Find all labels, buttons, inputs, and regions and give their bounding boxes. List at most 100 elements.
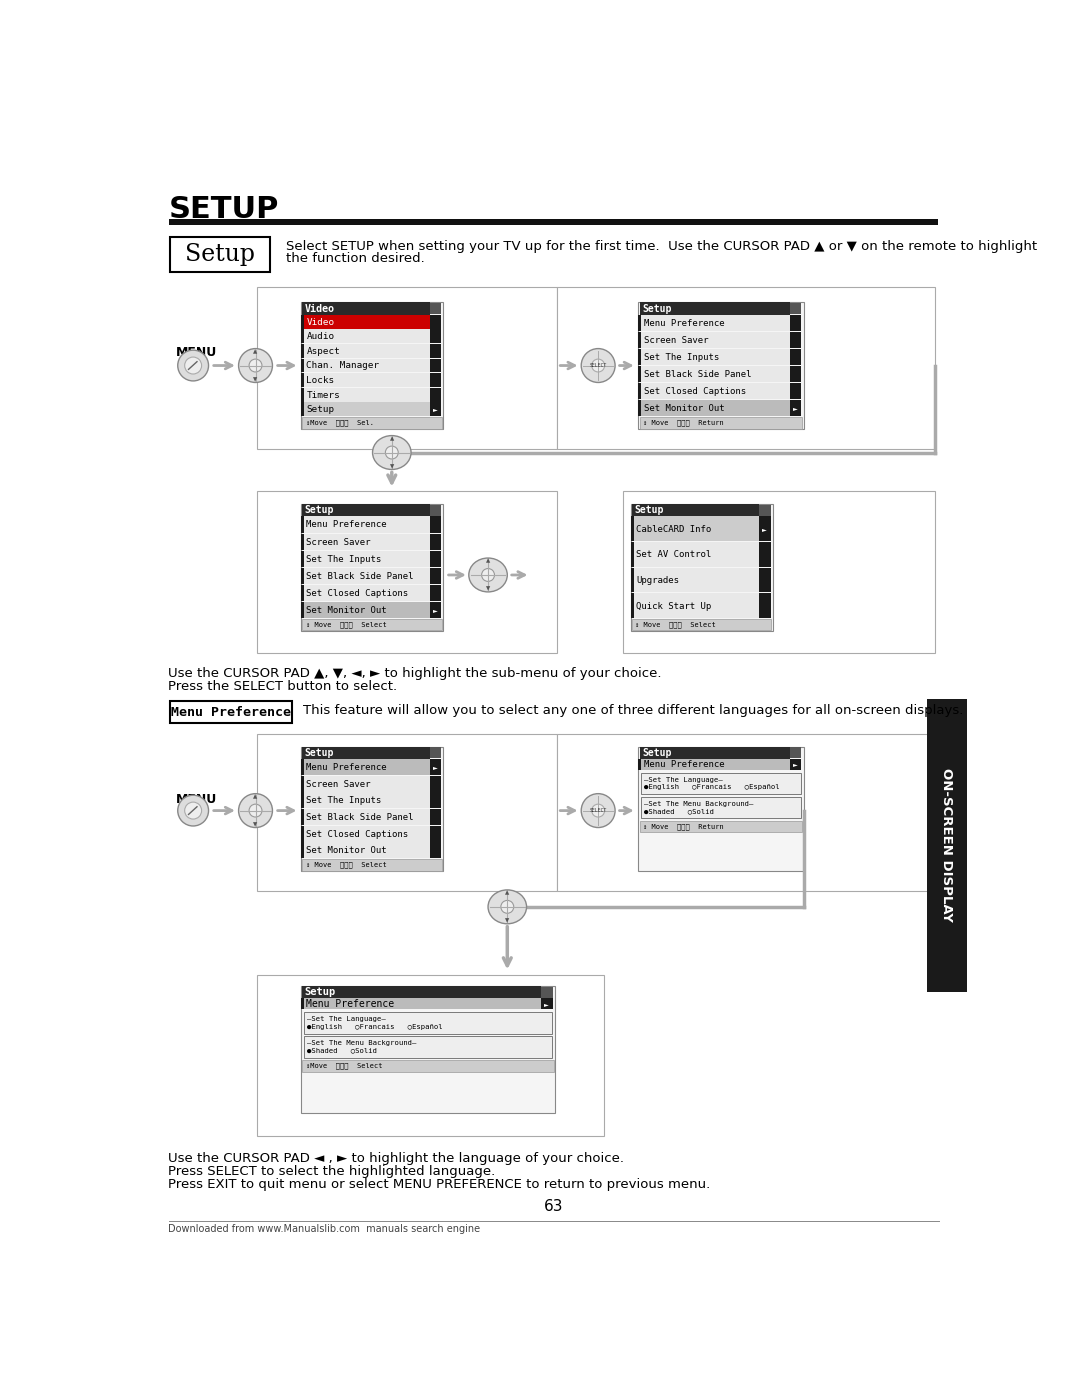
Circle shape — [249, 805, 262, 817]
Bar — [430, 759, 441, 775]
Bar — [634, 542, 759, 567]
Text: ▲: ▲ — [390, 436, 394, 441]
Text: ↕Move  Ⓢⓔⓛ  Sel.: ↕Move Ⓢⓔⓛ Sel. — [306, 419, 374, 426]
Text: Set Black Side Panel: Set Black Side Panel — [307, 571, 414, 581]
Text: Menu Preference: Menu Preference — [644, 319, 725, 328]
Bar — [305, 402, 430, 416]
Bar — [638, 746, 804, 872]
Bar — [257, 286, 557, 448]
Bar — [305, 826, 430, 841]
Bar — [301, 517, 303, 532]
Bar — [631, 517, 634, 541]
Text: ↕ Move  Ⓢⓔⓛ  Return: ↕ Move Ⓢⓔⓛ Return — [643, 823, 724, 830]
Text: ▲: ▲ — [254, 795, 258, 799]
Bar — [557, 733, 934, 891]
Text: Menu Preference: Menu Preference — [307, 763, 387, 771]
Circle shape — [501, 901, 514, 914]
Bar — [305, 550, 430, 567]
Bar — [301, 792, 303, 809]
Bar — [301, 759, 303, 775]
Bar — [639, 302, 789, 314]
Bar — [305, 842, 430, 858]
Bar — [305, 809, 430, 826]
Text: —Set The Language—: —Set The Language— — [645, 777, 724, 782]
Bar — [301, 330, 303, 344]
Text: Timers: Timers — [307, 391, 340, 400]
Bar — [759, 567, 771, 592]
Text: ▲: ▲ — [505, 890, 510, 895]
Text: Chan. Manager: Chan. Manager — [307, 362, 379, 370]
Text: SELECT: SELECT — [590, 363, 607, 367]
Text: Use the CURSOR PAD ▲, ▼, ◄, ► to highlight the sub-menu of your choice.: Use the CURSOR PAD ▲, ▼, ◄, ► to highlig… — [168, 666, 662, 679]
Bar — [623, 490, 934, 652]
Bar — [642, 314, 789, 331]
Text: ↕ Move  Ⓢⓔⓛ  Select: ↕ Move Ⓢⓔⓛ Select — [306, 622, 387, 627]
Text: Set Black Side Panel: Set Black Side Panel — [644, 370, 751, 379]
Bar — [430, 388, 441, 402]
Bar — [305, 602, 430, 617]
Text: ►: ► — [433, 608, 437, 613]
Text: Select SETUP when setting your TV up for the first time.  Use the CURSOR PAD ▲ o: Select SETUP when setting your TV up for… — [285, 240, 1037, 253]
Bar — [632, 619, 771, 630]
Bar — [430, 373, 441, 387]
Text: —Set The Menu Background—: —Set The Menu Background— — [307, 1039, 417, 1046]
Text: ►: ► — [544, 1002, 549, 1007]
Circle shape — [249, 359, 262, 372]
Text: Press EXIT to quit menu or select MENU PREFERENCE to return to previous menu.: Press EXIT to quit menu or select MENU P… — [168, 1178, 711, 1190]
Text: ↕ Move  Ⓢⓔⓛ  Select: ↕ Move Ⓢⓔⓛ Select — [306, 862, 387, 868]
Bar — [302, 418, 442, 429]
Bar — [430, 792, 441, 809]
Bar — [430, 747, 441, 759]
Bar — [632, 504, 759, 517]
Text: ▲: ▲ — [254, 349, 258, 353]
Text: Menu Preference: Menu Preference — [644, 760, 725, 770]
Bar — [430, 517, 441, 532]
Text: Audio: Audio — [307, 332, 335, 341]
Bar — [305, 1037, 552, 1058]
Text: —Set The Language—: —Set The Language— — [307, 1016, 386, 1023]
Bar — [430, 402, 441, 416]
Text: ▼: ▼ — [254, 821, 258, 827]
Bar — [430, 567, 441, 584]
Text: ►: ► — [793, 407, 798, 411]
Bar — [301, 826, 303, 841]
Bar — [430, 602, 441, 617]
Bar — [638, 383, 642, 400]
Text: SETUP: SETUP — [168, 194, 279, 224]
Text: Set Black Side Panel: Set Black Side Panel — [307, 813, 414, 821]
Ellipse shape — [373, 436, 411, 469]
Text: Set Monitor Out: Set Monitor Out — [307, 847, 387, 855]
Bar — [305, 585, 430, 601]
Bar — [430, 826, 441, 841]
Text: This feature will allow you to select any one of three different languages for a: This feature will allow you to select an… — [303, 704, 963, 717]
Bar — [638, 302, 804, 429]
Text: CableCARD Info: CableCARD Info — [636, 525, 711, 534]
Text: Aspect: Aspect — [307, 346, 340, 356]
Bar — [168, 219, 939, 225]
Text: Screen Saver: Screen Saver — [307, 780, 370, 788]
Bar — [301, 602, 303, 617]
Circle shape — [386, 446, 399, 460]
Text: Video: Video — [307, 317, 335, 327]
Bar — [301, 388, 303, 402]
Text: Setup: Setup — [185, 243, 255, 267]
Text: Screen Saver: Screen Saver — [307, 538, 370, 546]
Text: Downloaded from www.Manualslib.com  manuals search engine: Downloaded from www.Manualslib.com manua… — [168, 1224, 481, 1234]
Text: ►: ► — [793, 763, 798, 767]
Bar — [789, 331, 801, 348]
Bar — [634, 594, 759, 617]
Text: ▼: ▼ — [254, 377, 258, 381]
Bar — [305, 759, 430, 775]
Bar — [301, 567, 303, 584]
Text: ●English   ○Francais   ○Español: ●English ○Francais ○Español — [645, 784, 780, 791]
Bar — [305, 792, 430, 809]
Text: Set The Inputs: Set The Inputs — [644, 353, 719, 362]
Bar — [305, 567, 430, 584]
Bar — [301, 302, 444, 429]
Text: 63: 63 — [543, 1200, 564, 1214]
Text: ↕ Move  Ⓢⓔⓛ  Select: ↕ Move Ⓢⓔⓛ Select — [635, 622, 716, 627]
Text: ▼: ▼ — [505, 918, 510, 923]
Text: Locks: Locks — [307, 376, 335, 386]
Bar — [430, 809, 441, 826]
Text: Setup: Setup — [642, 747, 672, 757]
